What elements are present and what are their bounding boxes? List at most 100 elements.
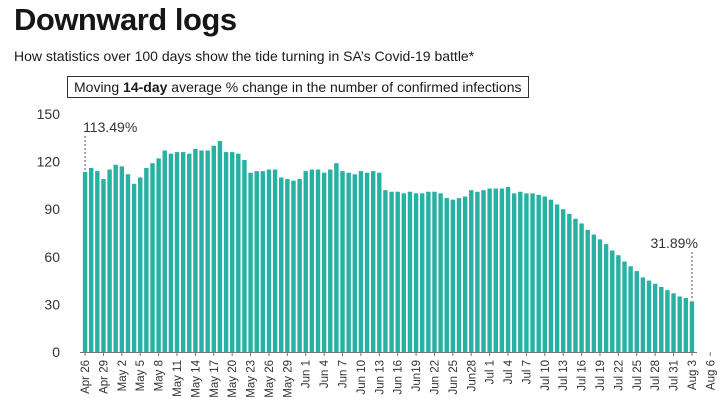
bar [211, 145, 216, 352]
bar [144, 167, 149, 352]
annotation-label: 31.89% [650, 235, 697, 251]
bar [389, 191, 394, 352]
x-tick-label: May 17 [209, 360, 221, 398]
x-tick-label: Jun28 [466, 360, 478, 391]
measure-label-pre: Moving [74, 79, 124, 95]
bar [524, 193, 529, 352]
x-tick-label: May 29 [282, 360, 294, 398]
bar [254, 171, 259, 352]
bar [456, 198, 462, 352]
bar [328, 169, 333, 352]
bar [187, 153, 192, 352]
bar [223, 152, 229, 352]
bar [665, 290, 670, 352]
measure-label-bold: 14-day [123, 79, 168, 95]
annotation-label: 113.49% [83, 119, 137, 135]
bar [156, 158, 161, 352]
bar [407, 191, 413, 352]
bar [309, 169, 315, 352]
bar [671, 293, 676, 352]
x-tick-label: Jul 13 [558, 360, 570, 391]
bar [554, 204, 560, 352]
bar [321, 172, 327, 352]
x-tick-label: Apr 29 [98, 360, 110, 394]
x-tick-label: Jul 28 [650, 360, 662, 391]
bar [266, 169, 272, 352]
bar [291, 180, 296, 352]
y-tick-label: 90 [44, 201, 60, 217]
bar [462, 196, 468, 352]
x-tick-label: Jun 16 [393, 360, 405, 395]
y-tick-label: 120 [37, 154, 61, 170]
chart-title: Downward logs [14, 2, 237, 37]
bar [236, 153, 241, 352]
bar [279, 177, 284, 352]
x-tick-label: Jul 7 [521, 360, 533, 384]
bar [511, 193, 517, 352]
bar [138, 177, 143, 352]
bar [113, 164, 118, 352]
x-tick-label: Jun 10 [356, 360, 368, 395]
bar [677, 296, 682, 352]
bar [628, 266, 633, 352]
x-tick-label: Jul 22 [613, 360, 625, 391]
bar [229, 152, 235, 352]
bar [272, 169, 278, 352]
bar [610, 250, 615, 352]
bar [634, 271, 639, 352]
bar [573, 218, 578, 352]
x-tick-label: Jun 22 [429, 360, 441, 395]
bar [297, 179, 302, 352]
bar [475, 191, 480, 352]
bar [518, 191, 523, 352]
y-tick-label: 0 [52, 344, 60, 360]
bar [364, 172, 370, 352]
x-tick-label: May 8 [154, 360, 166, 391]
x-tick-label: Jul 4 [503, 359, 515, 384]
bar [536, 194, 541, 352]
bar [95, 171, 100, 352]
y-tick-label: 60 [44, 249, 60, 265]
x-tick-label: May 26 [264, 360, 276, 398]
bar [248, 172, 253, 352]
bar [603, 244, 609, 352]
bar [438, 193, 443, 352]
bar [469, 190, 474, 352]
bar [689, 301, 695, 352]
bar [432, 191, 437, 352]
bar [659, 286, 664, 352]
bar [101, 179, 106, 352]
x-tick-label: May 20 [227, 360, 239, 398]
bar [567, 213, 572, 352]
bar [107, 169, 112, 352]
bar [499, 188, 505, 352]
bar [622, 261, 627, 352]
bar [395, 191, 400, 352]
x-tick-label: May 2 [117, 360, 129, 391]
bar [131, 183, 137, 352]
bar [125, 174, 131, 352]
bar [88, 167, 94, 352]
x-tick-label: Jun 1 [301, 360, 313, 388]
bar [193, 148, 198, 352]
bar [646, 280, 652, 352]
bar [352, 174, 357, 352]
x-tick-label: Aug 6 [705, 360, 717, 390]
x-tick-label: May 11 [172, 360, 184, 397]
x-tick-label: May 23 [246, 360, 258, 398]
bar [260, 171, 266, 352]
bar [370, 171, 376, 352]
bar [426, 191, 431, 352]
bar [530, 193, 535, 352]
bar [174, 152, 180, 352]
bar [542, 196, 548, 352]
bar [413, 193, 419, 352]
bar [205, 150, 210, 352]
bar [150, 163, 155, 352]
bar [358, 171, 364, 352]
bar [285, 179, 290, 352]
bar [340, 171, 345, 352]
y-tick-label: 30 [44, 296, 60, 312]
bar [683, 298, 689, 352]
